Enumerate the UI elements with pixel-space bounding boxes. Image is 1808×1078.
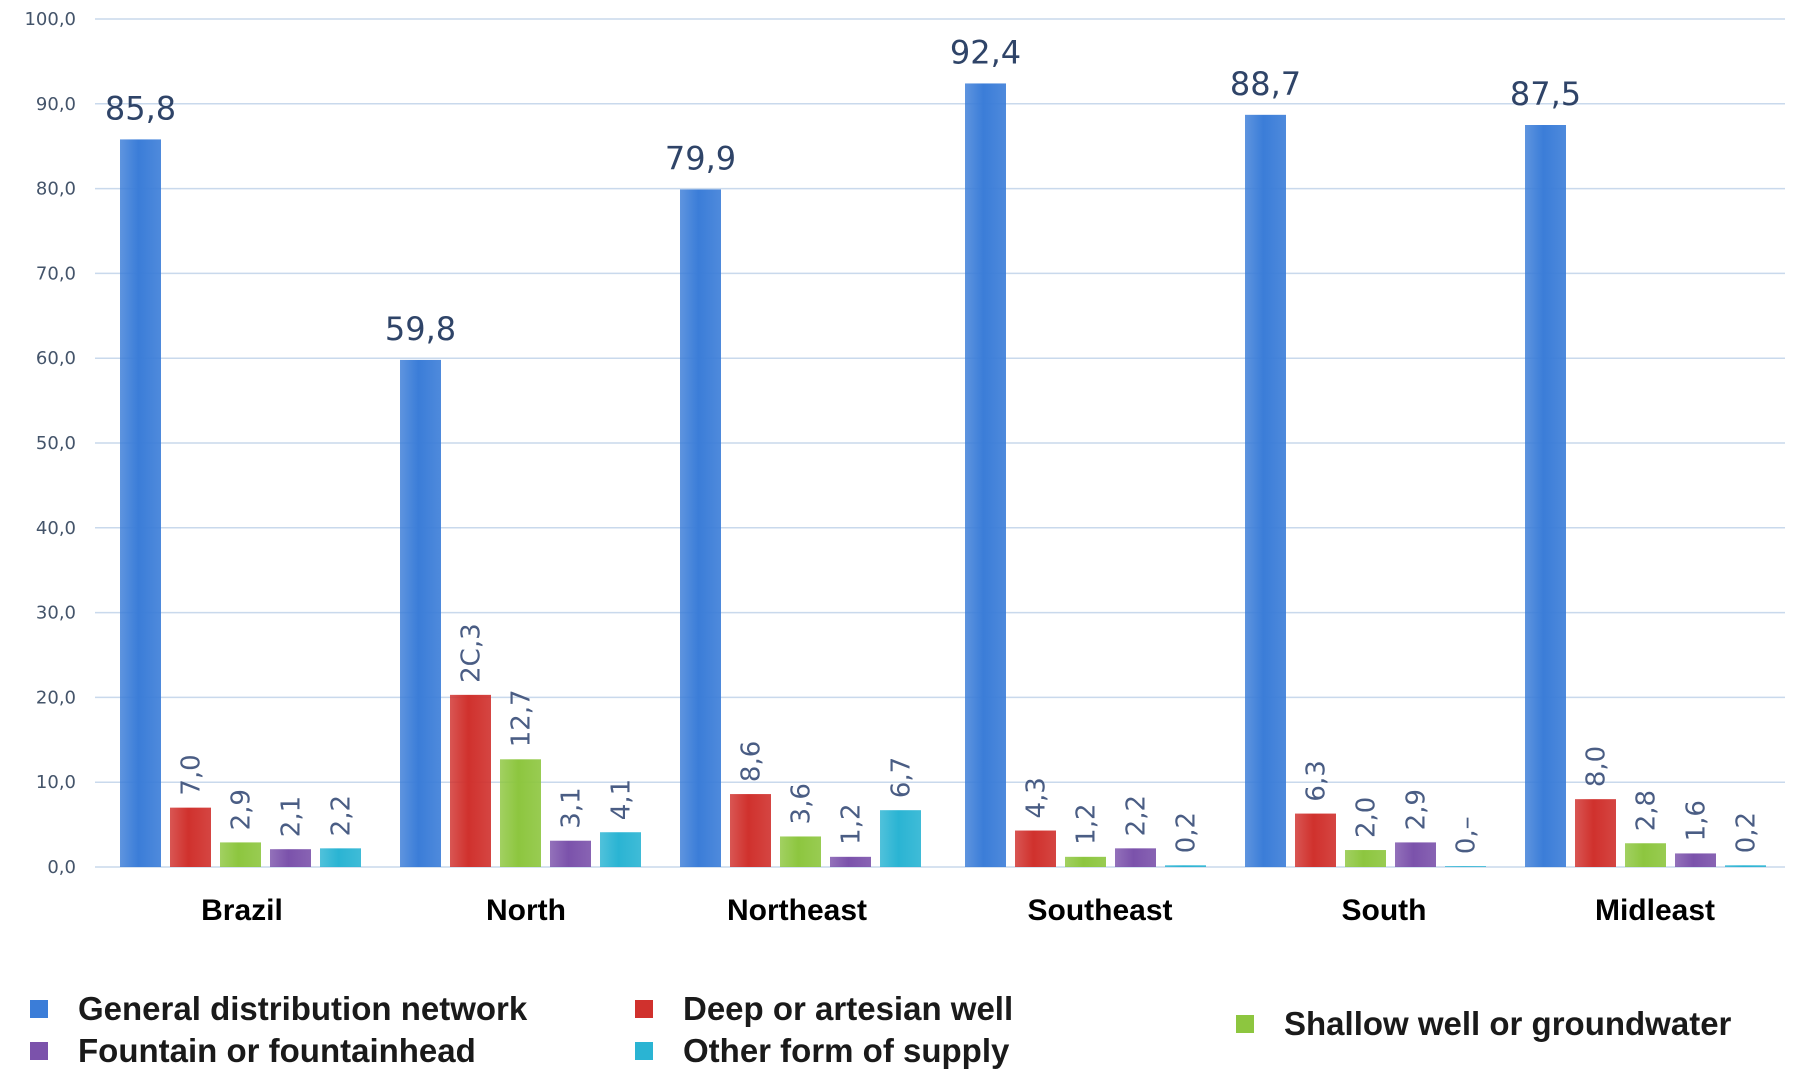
legend-label: General distribution network (78, 990, 528, 1027)
data-label: 1,6 (1682, 800, 1712, 841)
data-labels: 85,8 7,0 2,9 2,1 2,2 59,8 2C,3 12,7 3,1 4,1 79,9 8,… (105, 33, 1762, 854)
data-label: 88,7 (1230, 65, 1301, 103)
data-label: 2,9 (227, 789, 257, 830)
bar (1245, 114, 1286, 868)
legend-swatch (30, 1042, 48, 1060)
bar (550, 840, 591, 867)
data-label: 2,2 (1122, 795, 1152, 836)
category-label: North (486, 894, 566, 927)
data-label: 2C,3 (457, 623, 487, 683)
legend-swatch (30, 1000, 48, 1018)
y-tick-label: 30,0 (36, 603, 76, 624)
x-axis-categories: Brazil North Northeast Southeast South Midlea… (201, 894, 1715, 927)
bar (600, 832, 641, 867)
y-tick-label: 20,0 (36, 687, 76, 708)
y-tick-label: 0,0 (47, 857, 76, 878)
category-label: South (1342, 894, 1427, 927)
y-tick-label: 40,0 (36, 518, 76, 539)
data-label: 2,2 (327, 795, 357, 836)
legend-item-fountain-or-fountainhead: Fountain or fountainhead (30, 1032, 476, 1070)
y-axis-ticks: 0,0 10,0 20,0 30,0 40,0 50,0 60,0 70,0 80,0 90,0 1… (24, 9, 76, 878)
data-label: 2,9 (1402, 789, 1432, 830)
bar (270, 849, 311, 867)
bar (830, 856, 871, 867)
bar (1165, 865, 1206, 867)
legend: General distribution network Deep or art… (0, 980, 1808, 1078)
bar (880, 810, 921, 867)
data-label: 59,8 (385, 310, 456, 348)
data-label: 1,2 (837, 803, 867, 844)
bar (120, 139, 161, 867)
bar (320, 848, 361, 867)
legend-item-shallow-well-or-groundwater: Shallow well or groundwater (1236, 1005, 1731, 1043)
y-tick-label: 80,0 (36, 179, 76, 200)
legend-swatch (635, 1000, 653, 1018)
data-label: 4,3 (1022, 777, 1052, 818)
bar (1345, 850, 1386, 867)
data-label: 79,9 (665, 139, 736, 177)
bar (1575, 799, 1616, 867)
y-tick-label: 70,0 (36, 263, 76, 284)
data-label: 8,0 (1582, 746, 1612, 787)
legend-label: Deep or artesian well (683, 990, 1014, 1027)
bar (1395, 842, 1436, 867)
category-label: Brazil (201, 894, 283, 927)
bar (1065, 856, 1106, 867)
bar-chart: 0,0 10,0 20,0 30,0 40,0 50,0 60,0 70,0 80,0 90,0 1… (24, 9, 1785, 927)
legend-label: Fountain or fountainhead (78, 1032, 476, 1069)
category-label: Southeast (1027, 894, 1172, 927)
data-label: 7,0 (177, 754, 207, 795)
data-label: 8,6 (737, 741, 767, 782)
y-tick-label: 60,0 (36, 348, 76, 369)
bar (1015, 830, 1056, 867)
bar (1525, 125, 1566, 867)
data-label: 3,6 (787, 783, 817, 824)
bar (1115, 848, 1156, 867)
legend-label: Shallow well or groundwater (1284, 1005, 1732, 1042)
bar (730, 794, 771, 867)
bar (1725, 865, 1766, 867)
bar (500, 759, 541, 867)
bar (965, 83, 1006, 867)
bar (1295, 813, 1336, 867)
bars (120, 83, 1766, 868)
category-label: Midleast (1595, 894, 1715, 927)
y-tick-label: 100,0 (24, 9, 76, 30)
legend-label: Other form of supply (683, 1032, 1010, 1069)
data-label: 1,2 (1072, 803, 1102, 844)
data-label: 0,2 (1732, 812, 1762, 853)
legend-item-deep-or-artesian-well: Deep or artesian well (635, 990, 1013, 1028)
data-label: 2,8 (1632, 790, 1662, 831)
bar (1445, 866, 1486, 867)
data-label: 0,2 (1172, 812, 1202, 853)
data-label: 87,5 (1510, 75, 1581, 113)
legend-item-general-distribution-network: General distribution network (30, 990, 527, 1028)
y-tick-label: 10,0 (36, 772, 76, 793)
data-label: 4,1 (607, 779, 637, 820)
bar (450, 694, 491, 867)
data-label: 2,0 (1352, 797, 1382, 838)
bar (680, 189, 721, 867)
legend-item-other-form-of-supply: Other form of supply (635, 1032, 1009, 1070)
data-label: 2,1 (277, 796, 307, 837)
y-tick-label: 50,0 (36, 433, 76, 454)
data-label: 12,7 (507, 689, 537, 747)
legend-swatch (1236, 1015, 1254, 1033)
bar (170, 807, 211, 867)
category-label: Northeast (727, 894, 867, 927)
data-label: 85,8 (105, 89, 176, 127)
data-label: 92,4 (950, 33, 1021, 71)
data-label: 6,7 (887, 757, 917, 798)
bar (1625, 843, 1666, 867)
bar (400, 359, 441, 867)
bar (780, 836, 821, 867)
gridlines (95, 18, 1785, 868)
bar (220, 842, 261, 867)
bar (1675, 853, 1716, 867)
legend-swatch (635, 1042, 653, 1060)
data-label: 0,– (1452, 816, 1482, 854)
data-label: 6,3 (1302, 760, 1332, 801)
y-tick-label: 90,0 (36, 94, 76, 115)
data-label: 3,1 (557, 787, 587, 828)
